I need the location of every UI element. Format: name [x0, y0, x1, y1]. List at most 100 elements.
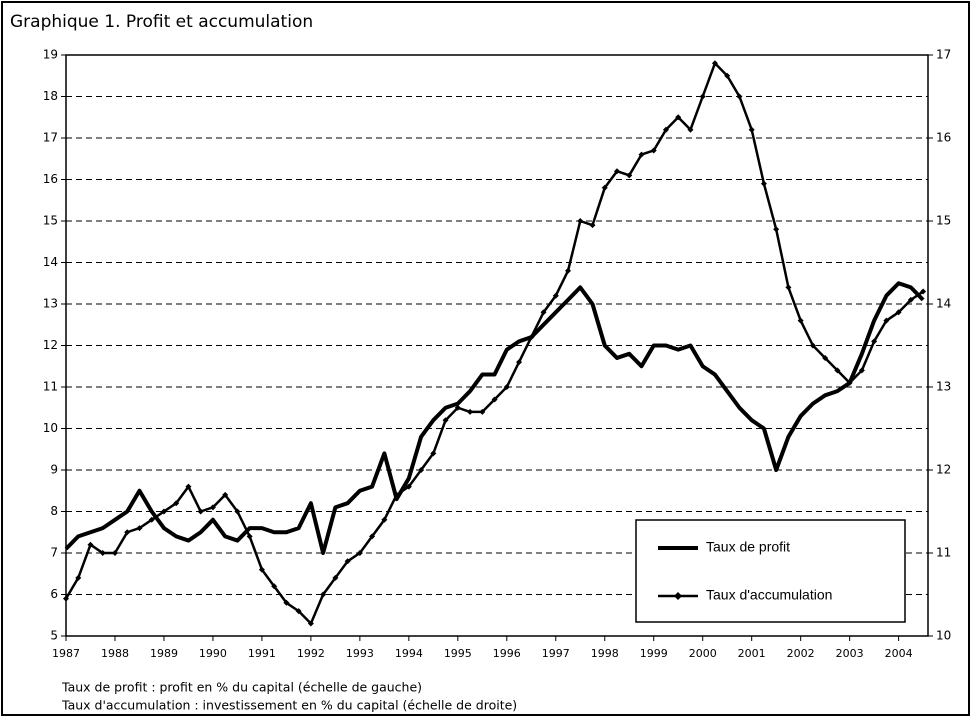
marker	[565, 267, 572, 274]
marker	[148, 516, 155, 523]
marker	[87, 541, 94, 548]
y-tick-label: 13	[43, 297, 58, 311]
marker	[675, 114, 682, 121]
marker	[773, 226, 780, 233]
marker	[295, 608, 302, 615]
y-tick-label: 5	[50, 629, 58, 643]
x-tick-label: 2004	[885, 647, 913, 660]
marker	[846, 379, 853, 386]
marker	[209, 504, 216, 511]
marker	[393, 491, 400, 498]
marker	[834, 367, 841, 374]
marker	[503, 384, 510, 390]
marker	[75, 574, 82, 581]
marker	[173, 500, 180, 507]
marker	[344, 558, 351, 565]
marker	[528, 334, 535, 341]
marker	[871, 338, 878, 345]
marker	[785, 284, 792, 291]
marker	[418, 467, 425, 473]
y2-tick-label: 14	[936, 297, 951, 311]
marker	[160, 508, 167, 515]
x-tick-label: 2003	[836, 647, 864, 660]
y-tick-label: 17	[43, 131, 58, 145]
marker	[320, 591, 327, 598]
marker	[124, 529, 131, 536]
marker	[479, 408, 486, 415]
marker	[822, 354, 829, 361]
marker	[748, 126, 755, 133]
marker	[405, 483, 412, 490]
x-tick-label: 2002	[787, 647, 815, 660]
marker	[552, 292, 559, 299]
marker	[356, 550, 363, 556]
marker	[454, 404, 461, 411]
x-tick-label: 1995	[444, 647, 472, 660]
plot-area	[65, 54, 929, 637]
marker	[491, 396, 498, 403]
marker	[63, 595, 69, 602]
marker	[516, 359, 523, 366]
y-tick-label: 7	[50, 546, 58, 560]
marker	[760, 180, 767, 187]
marker	[907, 296, 914, 303]
marker	[613, 168, 620, 175]
marker	[797, 317, 804, 324]
x-tick-label: 1998	[591, 647, 619, 660]
note: Taux d'accumulation : investissement en …	[61, 698, 517, 713]
marker	[467, 408, 474, 415]
x-tick-label: 2001	[738, 647, 766, 660]
marker	[577, 218, 584, 224]
marker	[271, 583, 278, 590]
marker	[442, 417, 449, 424]
y-tick-label: 15	[43, 214, 58, 228]
chart-title: Graphique 1. Profit et accumulation	[10, 12, 313, 32]
marker	[662, 126, 669, 133]
marker	[234, 508, 241, 515]
x-tick-label: 1990	[199, 647, 227, 660]
marker	[601, 184, 608, 191]
y2-tick-label: 10	[936, 629, 951, 643]
marker	[222, 491, 229, 498]
y-tick-label: 8	[50, 504, 58, 518]
marker	[381, 516, 388, 523]
marker	[283, 599, 290, 606]
marker	[626, 172, 633, 179]
y-tick-label: 6	[50, 587, 58, 601]
marker	[307, 620, 314, 627]
y2-tick-label: 11	[936, 546, 951, 560]
marker	[258, 566, 265, 573]
x-tick-label: 1994	[395, 647, 423, 660]
note: Taux de profit : profit en % du capital …	[61, 680, 422, 695]
marker	[711, 60, 718, 67]
marker	[589, 222, 596, 229]
x-tick-label: 1988	[101, 647, 129, 660]
y-tick-label: 16	[43, 172, 58, 186]
y2-tick-label: 17	[936, 48, 951, 62]
marker	[332, 574, 339, 581]
marker	[883, 317, 890, 324]
y2-tick-label: 15	[936, 214, 951, 228]
x-tick-label: 1996	[493, 647, 521, 660]
y-tick-label: 12	[43, 338, 58, 352]
y2-tick-label: 13	[936, 380, 951, 394]
marker	[99, 550, 106, 556]
y-tick-label: 9	[50, 463, 58, 477]
series-line	[64, 281, 925, 555]
y-tick-label: 10	[43, 421, 58, 435]
marker	[858, 367, 865, 374]
legend-box	[635, 519, 906, 623]
marker	[246, 533, 253, 540]
y-tick-label: 11	[43, 380, 58, 394]
y-tick-label: 14	[43, 255, 58, 269]
y2-tick-label: 12	[936, 463, 951, 477]
marker	[650, 147, 657, 154]
x-tick-label: 1993	[346, 647, 374, 660]
marker	[699, 93, 706, 100]
marker	[197, 508, 204, 515]
x-tick-label: 2000	[689, 647, 717, 660]
marker	[111, 550, 118, 556]
marker	[895, 309, 902, 316]
x-tick-label: 1999	[640, 647, 668, 660]
